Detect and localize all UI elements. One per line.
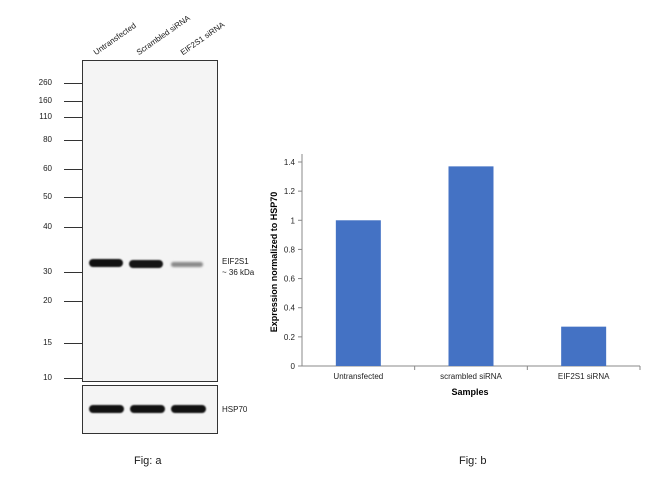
x-axis-title: Samples xyxy=(451,387,488,397)
y-tick-label: 1.2 xyxy=(284,187,296,196)
mw-tick xyxy=(64,117,82,118)
bar xyxy=(335,220,381,366)
mw-label: 30 xyxy=(43,267,52,276)
band-label-name: EIF2S1 xyxy=(222,257,249,266)
mw-label: 10 xyxy=(43,373,52,382)
loading-control-label: HSP70 xyxy=(222,405,248,414)
mw-tick xyxy=(64,140,82,141)
mw-tick xyxy=(64,83,82,84)
x-tick-label: Untransfected xyxy=(333,372,383,381)
mw-label: 60 xyxy=(43,164,52,173)
x-tick-label: scrambled siRNA xyxy=(440,372,502,381)
mw-tick xyxy=(64,169,82,170)
mw-tick xyxy=(64,378,82,379)
y-tick-label: 0.8 xyxy=(284,245,296,254)
band-label-size: ~ 36 kDa xyxy=(222,268,255,277)
mw-label: 80 xyxy=(43,135,52,144)
y-tick-label: 0 xyxy=(291,362,296,371)
fig-a-caption: Fig: a xyxy=(134,455,162,467)
y-tick-label: 1 xyxy=(291,216,296,225)
band-label: EIF2S1 ~ 36 kDa xyxy=(222,256,254,278)
mw-label: 15 xyxy=(43,338,52,347)
mw-tick xyxy=(64,101,82,102)
band-eif2s1-lane1 xyxy=(89,259,123,267)
band-eif2s1-lane2 xyxy=(129,260,163,268)
mw-tick xyxy=(64,301,82,302)
mw-label: 160 xyxy=(38,96,52,105)
mw-tick xyxy=(64,227,82,228)
mw-tick xyxy=(64,343,82,344)
band-hsp70-lane1 xyxy=(89,405,124,413)
mw-label: 40 xyxy=(43,222,52,231)
mw-label: 110 xyxy=(39,112,52,121)
band-hsp70-lane3 xyxy=(171,405,206,413)
loading-control-blot xyxy=(82,385,218,434)
x-tick-label: EIF2S1 siRNA xyxy=(558,372,610,381)
band-eif2s1-lane3 xyxy=(171,262,203,267)
mw-label: 260 xyxy=(38,78,52,87)
chart-bars xyxy=(335,166,607,366)
western-blot-panel: Untransfected Scrambled siRNA EIF2S1 siR… xyxy=(0,0,320,490)
y-tick-label: 1.4 xyxy=(284,158,296,167)
mw-tick xyxy=(64,272,82,273)
bar xyxy=(561,326,607,366)
mw-label: 20 xyxy=(43,296,52,305)
main-blot xyxy=(82,60,218,382)
y-tick-label: 0.6 xyxy=(284,275,296,284)
band-hsp70-lane2 xyxy=(130,405,165,413)
y-tick-label: 0.4 xyxy=(284,304,296,313)
y-axis-title: Expression normalized to HSP70 xyxy=(269,192,279,333)
mw-label: 50 xyxy=(43,192,52,201)
chart-tick-labels: 0 0.2 0.4 0.6 0.8 1 1.2 1.4 Untransfected scrambl… xyxy=(284,158,610,381)
y-tick-label: 0.2 xyxy=(284,333,296,342)
fig-b-caption: Fig: b xyxy=(459,455,487,467)
mw-tick xyxy=(64,197,82,198)
bar xyxy=(448,166,494,366)
